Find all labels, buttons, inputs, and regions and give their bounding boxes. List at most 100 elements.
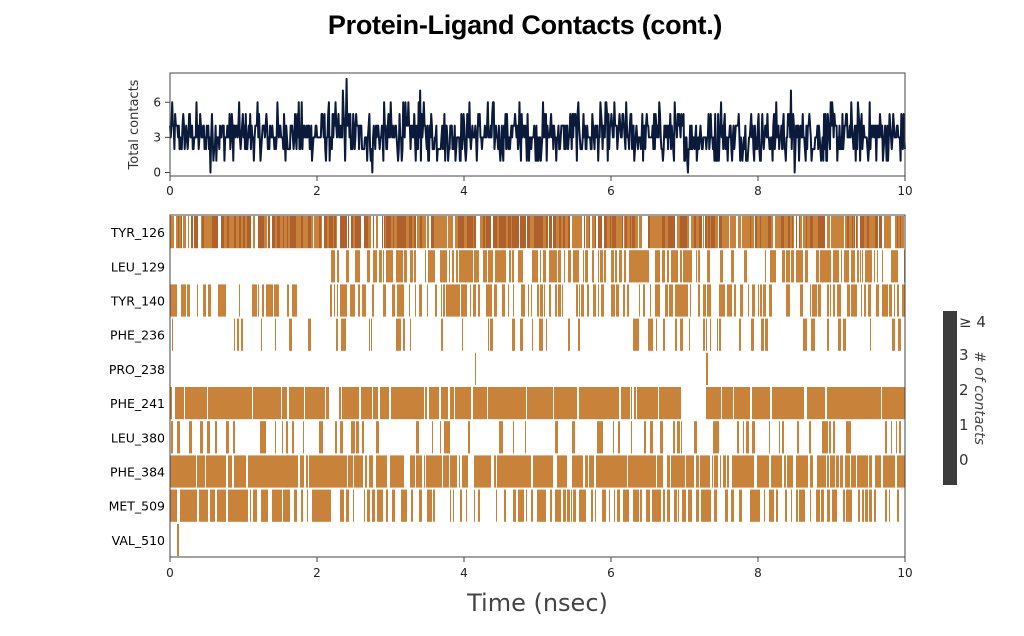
contact-bar [637,250,640,283]
contact-bar [322,455,325,488]
contact-bar [900,387,902,420]
contact-bar [393,216,394,249]
contact-bar [356,216,357,249]
contact-bar [316,216,319,249]
contact-bar [512,250,514,283]
contact-bar [765,250,766,283]
contact-bar [568,216,569,249]
contact-bar [471,250,473,283]
contact-bar [241,216,243,249]
contact-bar [723,455,724,488]
contact-bar [523,216,525,249]
contact-bar [441,318,443,351]
contact-bar [499,216,501,249]
contact-bar [343,318,346,351]
contact-bar [434,216,437,249]
contact-bar [282,387,284,420]
contact-bar [493,387,494,420]
contact-bar [452,216,453,249]
contact-bar [549,284,550,317]
contact-bar [701,216,702,249]
contact-bar [207,489,208,522]
contact-bar [520,250,523,283]
contact-bar [611,455,612,488]
contact-bar [891,421,892,454]
contact-bar [353,216,355,249]
contact-bar [583,489,586,522]
colorbar-tick-label: ≥ 4 [959,313,986,331]
colorbar-tick-label: 1 [959,416,969,434]
x-tick-label: 6 [607,184,615,198]
contact-bar [537,489,539,522]
contact-bar [488,250,491,283]
contact-bar [595,489,596,522]
contact-bar [371,318,372,351]
contact-bar [343,216,345,249]
contact-bar [278,455,281,488]
contact-bar [545,387,547,420]
contact-bar [416,421,419,454]
contact-bar [690,489,691,522]
contact-bar [180,387,181,420]
contact-bar [231,489,234,522]
contact-bar [202,216,204,249]
contact-bar [614,489,615,522]
contact-bar [269,284,271,317]
contact-bar [317,455,318,488]
contact-bar [288,216,290,249]
contact-bar [865,489,868,522]
contact-bar [610,387,611,420]
contact-bar [632,250,635,283]
contact-bar [332,250,334,283]
contact-bar [210,455,212,488]
colorbar-bar [943,311,957,485]
contact-bar [687,455,690,488]
contact-bar [477,387,479,420]
contact-bar [328,489,331,522]
contact-bar [346,387,347,420]
contact-bar [655,284,658,317]
contact-bar [386,250,389,283]
contact-bar [847,455,850,488]
contact-bar [389,216,391,249]
contact-bar [475,352,476,385]
contact-bar [618,455,619,488]
contact-bar [776,455,779,488]
contact-bar [247,216,249,249]
contact-bar [180,455,181,488]
contact-bar [630,216,631,249]
contact-bar [769,489,770,522]
contact-bar [616,455,618,488]
contact-bar [274,216,275,249]
contact-bar [809,387,812,420]
contact-bar [668,216,669,249]
contact-bar [555,489,557,522]
contact-bar [642,387,643,420]
contact-bar [706,318,707,351]
contact-bar [426,455,428,488]
contact-bar [524,284,525,317]
contact-bar [658,489,661,522]
contact-bar [294,455,295,488]
contact-bar [696,489,699,522]
contact-bar [818,284,821,317]
contact-bar [694,421,697,454]
contact-bar [639,216,642,249]
contact-bar [284,216,287,249]
contact-bar [174,489,177,522]
contact-bar [713,421,716,454]
contact-bar [874,489,876,522]
contact-bar [290,455,292,488]
contact-bar [619,455,622,488]
contact-bar [178,387,180,420]
contact-bar [549,387,551,420]
contact-bar [854,216,855,249]
top-plot-frame [169,72,906,177]
contact-bar [675,455,678,488]
contact-bar [506,216,508,249]
contact-bar [258,216,259,249]
contact-bar [488,318,489,351]
contact-bar [239,216,241,249]
contact-bar [384,216,385,249]
contact-bar [540,318,543,351]
